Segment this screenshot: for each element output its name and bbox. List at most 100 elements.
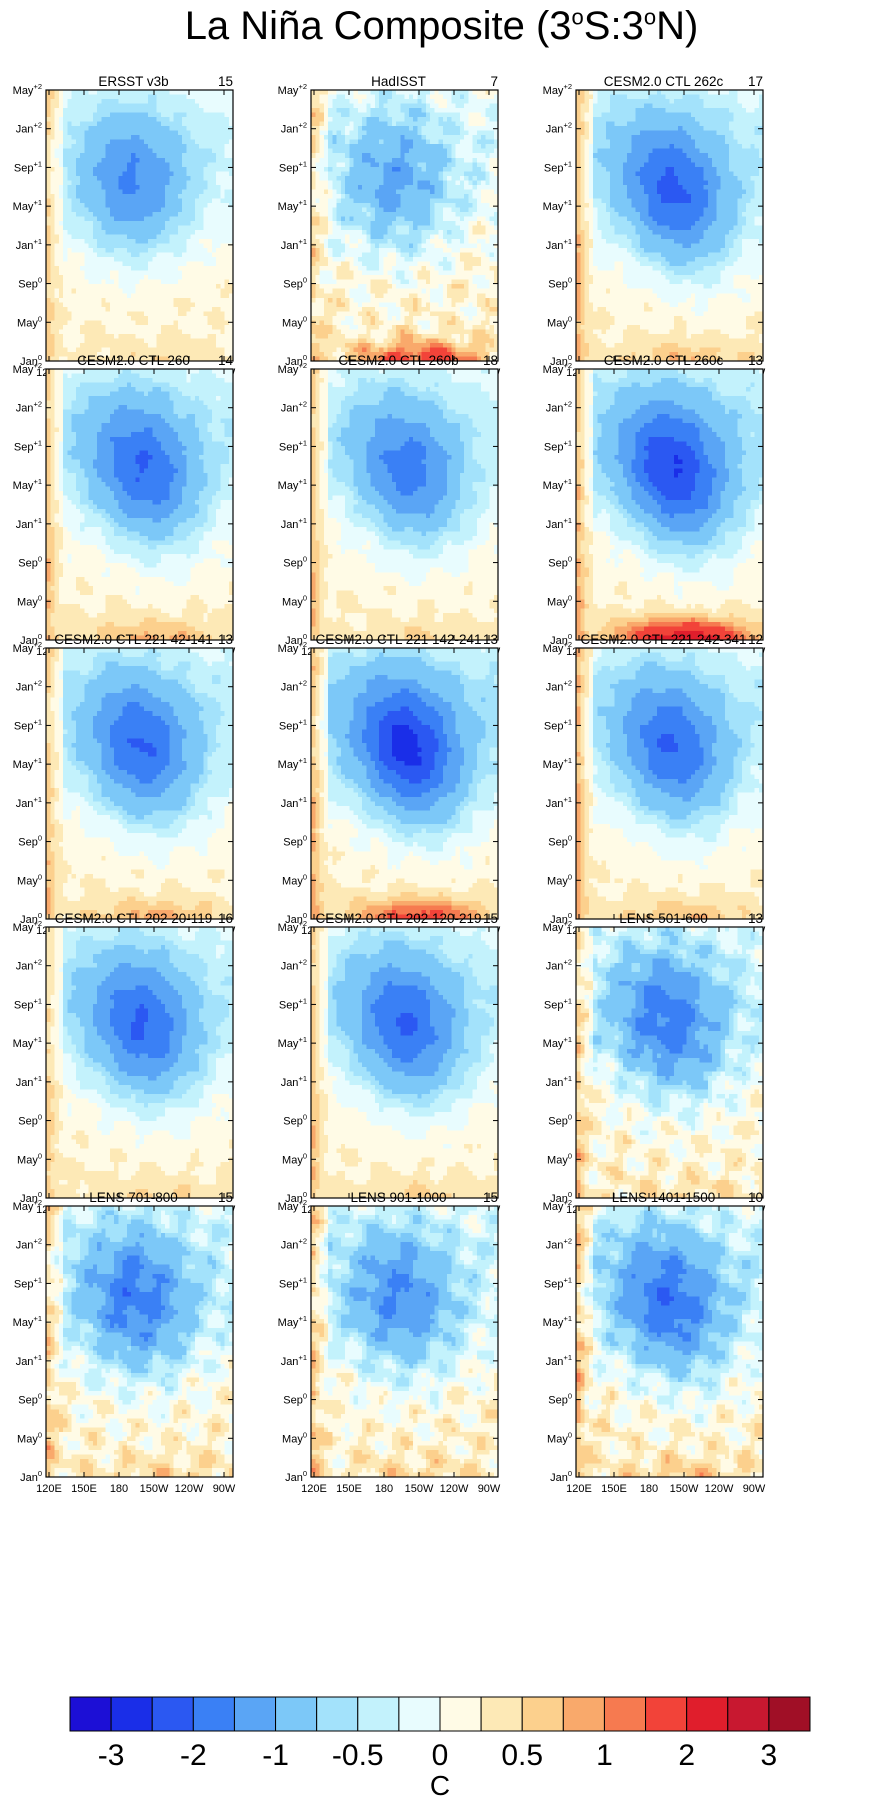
field-cell xyxy=(404,126,410,132)
field-cell xyxy=(156,148,162,154)
field-cell xyxy=(67,320,73,326)
field-cell xyxy=(417,243,423,249)
field-cell xyxy=(408,144,414,150)
field-cell xyxy=(177,261,183,267)
field-cell xyxy=(328,121,333,127)
field-cell xyxy=(459,121,465,127)
field-cell xyxy=(211,153,217,159)
field-cell xyxy=(67,117,73,123)
field-cell xyxy=(387,99,393,105)
field-cell xyxy=(332,252,338,258)
field-cell xyxy=(323,211,329,218)
field-cell xyxy=(455,347,461,353)
field-cell xyxy=(139,175,145,181)
field-cell xyxy=(319,243,325,249)
field-cell xyxy=(109,166,115,172)
field-cell xyxy=(182,148,187,154)
field-cell xyxy=(160,239,166,245)
field-cell xyxy=(135,333,141,340)
field-cell xyxy=(118,126,124,132)
field-cell xyxy=(92,207,98,213)
field-cell xyxy=(434,112,440,118)
field-cell xyxy=(160,261,166,267)
field-cell xyxy=(451,293,457,299)
field-cell xyxy=(447,302,452,308)
field-cell xyxy=(224,338,230,344)
field-cell xyxy=(464,284,469,290)
field-cell xyxy=(328,148,333,154)
field-cell xyxy=(148,171,153,177)
field-cell xyxy=(438,261,444,267)
field-cell xyxy=(391,166,397,172)
field-cell xyxy=(46,338,51,344)
field-cell xyxy=(413,351,418,358)
field-cell xyxy=(58,288,64,294)
field-cell xyxy=(442,216,448,222)
field-cell xyxy=(67,342,73,349)
field-cell xyxy=(186,126,192,132)
field-cell xyxy=(400,234,406,240)
field-cell xyxy=(430,324,435,330)
field-cell xyxy=(315,148,321,154)
field-cell xyxy=(190,320,196,326)
field-cell xyxy=(442,211,448,218)
field-cell xyxy=(464,157,469,163)
field-cell xyxy=(109,225,115,231)
field-cell xyxy=(118,90,124,96)
field-cell xyxy=(224,266,230,272)
field-cell xyxy=(349,162,355,168)
field-cell xyxy=(84,324,90,330)
field-cell xyxy=(357,230,363,236)
field-cell xyxy=(455,112,461,118)
field-cell xyxy=(404,225,410,231)
field-cell xyxy=(434,239,440,245)
field-cell xyxy=(374,94,380,100)
field-cell xyxy=(199,126,204,132)
field-cell xyxy=(135,157,141,163)
field-cell xyxy=(349,311,355,317)
field-cell xyxy=(417,261,423,267)
field-cell xyxy=(408,220,414,227)
field-cell xyxy=(84,351,90,358)
field-cell xyxy=(135,108,141,114)
field-cell xyxy=(71,338,77,344)
field-cell xyxy=(194,239,200,245)
field-cell xyxy=(370,94,376,100)
field-cell xyxy=(311,311,316,317)
field-cell xyxy=(362,175,367,181)
field-cell xyxy=(131,144,136,150)
field-cell xyxy=(173,184,179,190)
field-cell xyxy=(468,234,474,240)
field-cell xyxy=(315,216,321,222)
field-cell xyxy=(340,166,346,172)
field-cell xyxy=(349,333,355,340)
field-cell xyxy=(169,189,175,195)
field-cell xyxy=(315,99,321,105)
field-cell xyxy=(413,315,418,321)
field-cell xyxy=(173,94,179,100)
field-cell xyxy=(357,216,363,222)
field-cell xyxy=(118,94,124,100)
field-cell xyxy=(451,311,457,317)
field-cell xyxy=(92,108,98,114)
field-cell xyxy=(54,144,60,150)
field-cell xyxy=(319,144,325,150)
field-cell xyxy=(447,135,452,141)
field-cell xyxy=(67,338,73,344)
field-cell xyxy=(211,302,217,308)
field-cell xyxy=(211,338,217,344)
field-cell xyxy=(54,225,60,231)
field-cell xyxy=(336,342,342,349)
field-cell xyxy=(425,347,431,353)
field-cell xyxy=(442,193,448,199)
field-cell xyxy=(438,333,444,340)
field-cell xyxy=(370,302,376,308)
field-cell xyxy=(315,112,321,118)
field-cell xyxy=(430,342,435,349)
field-cell xyxy=(379,270,384,276)
field-cell xyxy=(228,248,234,254)
field-cell xyxy=(459,333,465,340)
field-cell xyxy=(92,288,98,294)
field-cell xyxy=(472,94,478,100)
field-cell xyxy=(88,270,94,276)
